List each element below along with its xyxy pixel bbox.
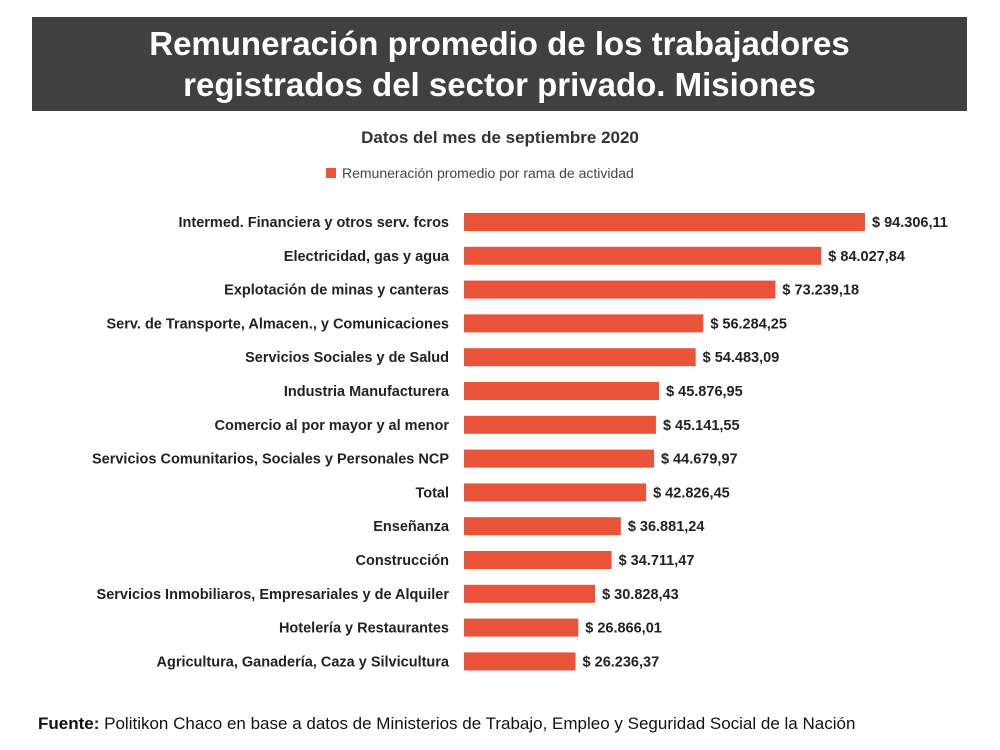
legend-swatch	[326, 168, 336, 178]
category-label: Construcción	[356, 553, 449, 569]
legend-label: Remuneración promedio por rama de activi…	[342, 165, 634, 181]
value-label: $ 45.141,55	[663, 418, 740, 434]
value-label: $ 73.239,18	[782, 283, 859, 299]
category-label: Servicios Sociales y de Salud	[245, 350, 449, 366]
source-text: Politikon Chaco en base a datos de Minis…	[104, 714, 856, 733]
category-label: Enseñanza	[373, 519, 450, 535]
chart-legend: Remuneración promedio por rama de activi…	[326, 164, 634, 182]
bar	[464, 314, 704, 333]
value-label: $ 42.826,45	[653, 485, 730, 501]
value-label: $ 94.306,11	[872, 215, 948, 231]
value-label: $ 45.876,95	[666, 384, 743, 400]
bar	[464, 483, 647, 502]
title-line-1: Remuneración promedio de los trabajadore…	[149, 25, 850, 62]
category-label: Servicios Inmobiliaros, Empresariales y …	[97, 587, 450, 603]
bar-chart: Intermed. Financiera y otros serv. fcros…	[92, 213, 948, 671]
bar	[464, 246, 822, 265]
category-label: Agricultura, Ganadería, Caza y Silvicult…	[156, 654, 449, 670]
bar	[464, 213, 865, 231]
bar	[464, 449, 654, 468]
bar	[464, 415, 656, 434]
bar	[464, 618, 579, 637]
value-label: $ 54.483,09	[703, 350, 780, 366]
category-label: Intermed. Financiera y otros serv. fcros	[179, 215, 450, 231]
category-label: Servicios Comunitarios, Sociales y Perso…	[92, 452, 449, 468]
value-label: $ 36.881,24	[628, 519, 705, 535]
bar	[464, 584, 596, 603]
category-label: Comercio al por mayor y al menor	[215, 418, 450, 434]
category-label: Hotelería y Restaurantes	[279, 621, 449, 637]
bar	[464, 551, 612, 569]
category-label: Serv. de Transporte, Almacen., y Comunic…	[107, 316, 449, 332]
category-label: Electricidad, gas y agua	[284, 249, 450, 265]
value-label: $ 26.236,37	[583, 654, 660, 670]
value-label: $ 84.027,84	[828, 249, 905, 265]
source-label: Fuente:	[38, 714, 100, 733]
value-label: $ 34.711,47	[619, 553, 695, 569]
category-label: Total	[415, 485, 449, 501]
value-label: $ 44.679,97	[661, 452, 738, 468]
value-label: $ 56.284,25	[710, 316, 787, 332]
source-footer: Fuente: Politikon Chaco en base a datos …	[38, 714, 855, 734]
title-banner: Remuneración promedio de los trabajadore…	[32, 17, 967, 111]
title-line-2: registrados del sector privado. Misiones	[183, 66, 816, 103]
value-label: $ 30.828,43	[602, 587, 679, 603]
bar	[464, 280, 776, 299]
bar	[464, 652, 576, 671]
category-label: Explotación de minas y canteras	[224, 283, 449, 299]
bar	[464, 517, 621, 536]
category-label: Industria Manufacturera	[284, 384, 450, 400]
bar	[464, 382, 660, 400]
chart-subtitle: Datos del mes de septiembre 2020	[361, 128, 639, 147]
bar	[464, 348, 696, 367]
value-label: $ 26.866,01	[585, 621, 662, 637]
